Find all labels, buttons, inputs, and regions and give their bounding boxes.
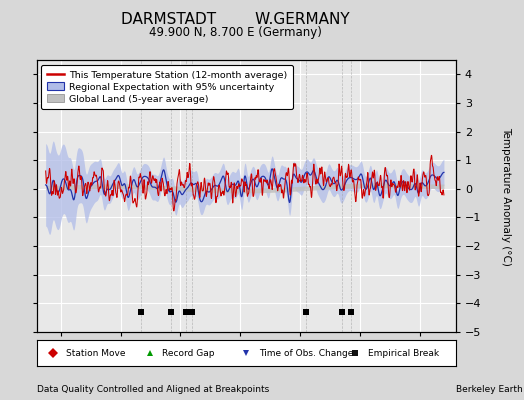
Text: Berkeley Earth: Berkeley Earth [456,385,522,394]
Text: 49.900 N, 8.700 E (Germany): 49.900 N, 8.700 E (Germany) [149,26,322,39]
Y-axis label: Temperature Anomaly (°C): Temperature Anomaly (°C) [501,126,511,266]
Text: Time of Obs. Change: Time of Obs. Change [259,348,353,358]
Text: DARMSTADT        W.GERMANY: DARMSTADT W.GERMANY [122,12,350,27]
Legend: This Temperature Station (12-month average), Regional Expectation with 95% uncer: This Temperature Station (12-month avera… [41,65,293,109]
Text: Record Gap: Record Gap [162,348,215,358]
Text: Empirical Break: Empirical Break [368,348,439,358]
Text: Data Quality Controlled and Aligned at Breakpoints: Data Quality Controlled and Aligned at B… [37,385,269,394]
Text: Station Move: Station Move [66,348,126,358]
